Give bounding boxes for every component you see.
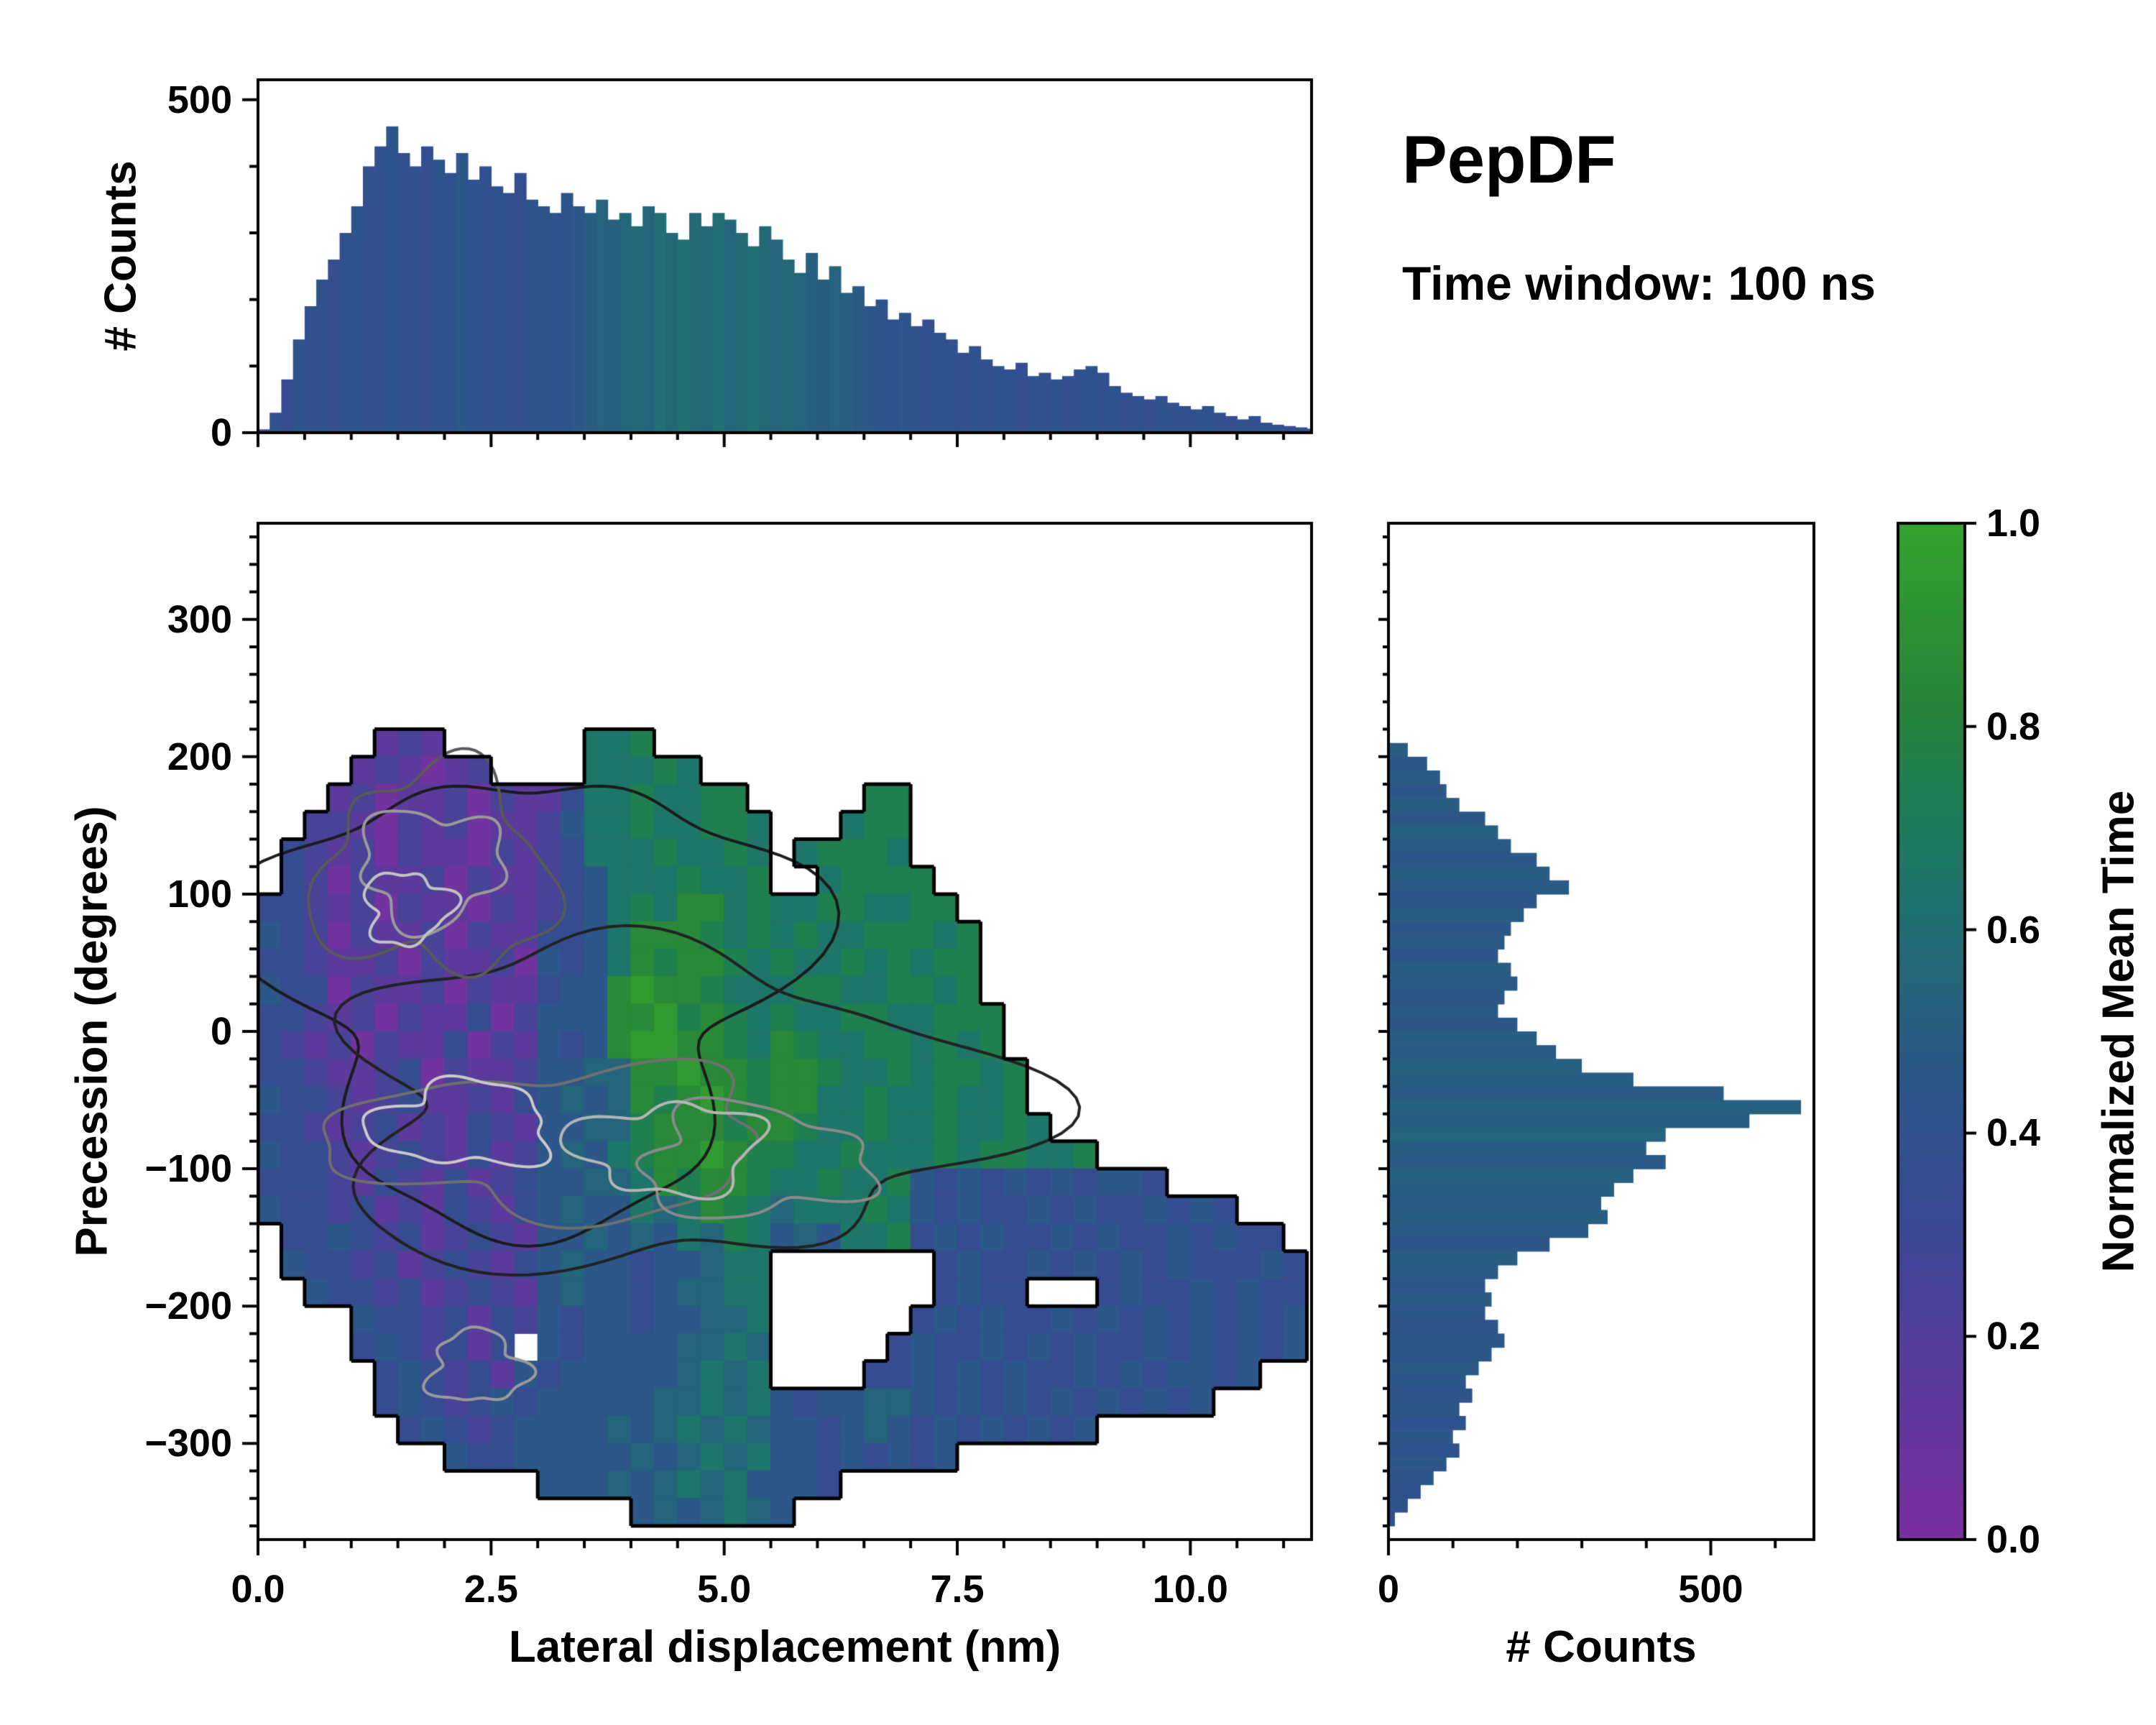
tick-label: 200 xyxy=(167,735,232,778)
tick-label: 0.6 xyxy=(1986,908,2041,952)
tick-label: 0.0 xyxy=(231,1568,285,1611)
tick-label: 300 xyxy=(167,597,232,641)
tick-label: 5.0 xyxy=(697,1568,752,1611)
tick-label: 500 xyxy=(167,78,232,121)
tick-label: 0.2 xyxy=(1986,1315,2041,1358)
main-xlabel: Lateral displacement (nm) xyxy=(508,1622,1061,1672)
tick-label: 7.5 xyxy=(930,1568,985,1611)
tick-label: −100 xyxy=(144,1147,232,1191)
tick-label: 100 xyxy=(167,872,232,916)
tick-label: 0 xyxy=(210,411,232,454)
figure-title: PepDF xyxy=(1402,121,1616,197)
tick-label: 0 xyxy=(1377,1568,1400,1611)
tick-label: 1.0 xyxy=(1986,502,2041,545)
tick-label: 0.0 xyxy=(1986,1518,2041,1561)
figure-subtitle: Time window: 100 ns xyxy=(1402,257,1876,310)
tick-label: −300 xyxy=(144,1422,232,1466)
tick-label: 2.5 xyxy=(464,1568,518,1611)
top-histogram-ylabel: # Counts xyxy=(96,160,146,351)
main-ylabel: Precession (degrees) xyxy=(67,806,117,1257)
right-histogram-xlabel: # Counts xyxy=(1506,1622,1697,1672)
tick-label: 0.4 xyxy=(1986,1111,2041,1155)
colorbar-label: Normalized Mean Time xyxy=(2093,790,2144,1273)
tick-label: 0 xyxy=(210,1010,232,1053)
tick-label: 10.0 xyxy=(1152,1568,1228,1611)
tick-label: −200 xyxy=(144,1284,232,1328)
tick-label: 0.8 xyxy=(1986,704,2041,748)
tick-label: 500 xyxy=(1678,1568,1743,1611)
